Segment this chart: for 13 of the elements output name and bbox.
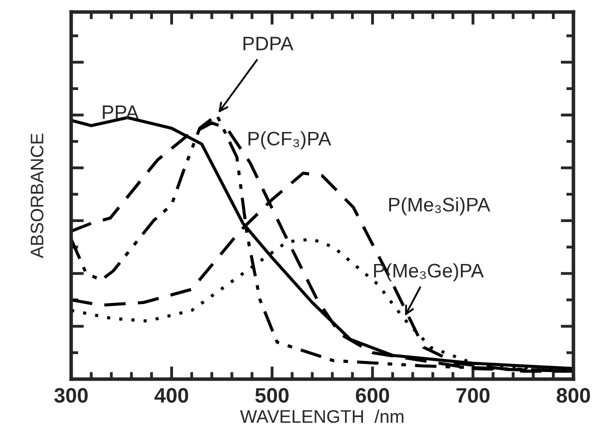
series-label: P(Me₃Ge)PA [374, 263, 484, 282]
text: PDPA [244, 36, 294, 50]
x-axis-title: WAVELENGTH /nm [240, 410, 404, 423]
x-tick-label: 800 [556, 388, 590, 403]
x-tick-label: 700 [456, 388, 490, 403]
x-tick-label: 300 [54, 388, 88, 403]
x-tick-label: 600 [356, 388, 390, 403]
x-tick-label: 500 [255, 388, 289, 403]
y-axis-title: ABSORBANCE [30, 134, 44, 258]
series-label: P(Me₃Si)PA [389, 197, 490, 216]
series-label: P(CF₃)PA [248, 131, 332, 150]
x-tick-label: 400 [154, 388, 188, 403]
series-label: PPA [102, 106, 139, 119]
